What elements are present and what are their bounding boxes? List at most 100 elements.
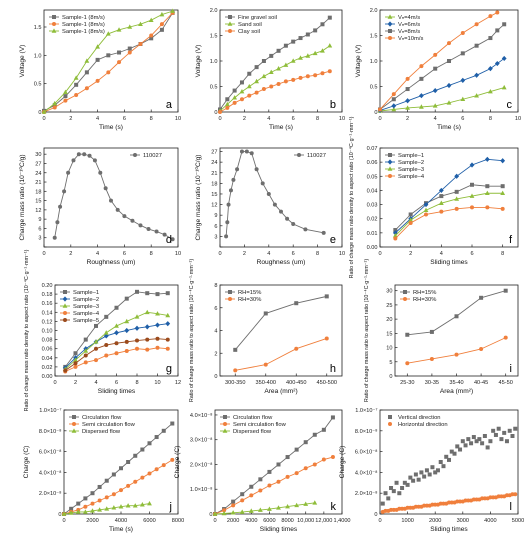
y-tick-label: 0.06 — [42, 347, 53, 353]
data-point — [225, 220, 230, 225]
legend-label: Vertical direction — [398, 415, 441, 421]
y-tick-label: 1.5 — [210, 34, 218, 40]
data-point — [83, 353, 88, 358]
data-point — [294, 447, 299, 452]
data-point — [90, 508, 95, 513]
data-point — [111, 505, 117, 510]
data-point — [73, 351, 78, 356]
y-tick-label: 8 — [214, 283, 217, 289]
data-point — [239, 509, 245, 514]
data-point — [501, 84, 507, 90]
plot-frame — [214, 409, 343, 515]
data-point — [135, 338, 139, 343]
data-point — [449, 500, 454, 505]
data-point — [313, 73, 318, 78]
series-line — [379, 58, 505, 111]
data-point — [424, 468, 429, 473]
data-point — [149, 36, 154, 41]
data-point — [303, 227, 308, 232]
data-point — [139, 502, 145, 507]
data-point — [496, 494, 501, 499]
data-point — [291, 222, 296, 227]
legend-label: RH=15% — [413, 290, 436, 296]
data-point — [438, 460, 443, 464]
data-point — [423, 201, 429, 208]
y-tick-label: 0.5 — [370, 85, 378, 91]
data-point — [225, 97, 230, 102]
x-axis-label: Roughness (um) — [257, 259, 306, 266]
y-tick-label: 1.0×10⁻⁷ — [39, 407, 61, 414]
y-tick-label: 6 — [38, 226, 41, 232]
data-point — [249, 151, 254, 156]
y-tick-label: 4.0×10⁻⁸ — [355, 469, 378, 476]
data-point — [496, 426, 501, 431]
panel-a: 0 0.5 1.0 1.5 0 2 4 6 8 10 Time (s) Voltage (V) Samp… — [19, 8, 181, 131]
series-line — [54, 153, 173, 240]
series-line — [407, 337, 506, 364]
data-point — [61, 511, 67, 516]
data-point — [312, 500, 318, 505]
data-point — [405, 361, 410, 366]
data-point — [391, 106, 397, 112]
y-tick-label: 27 — [211, 150, 217, 156]
data-point — [276, 66, 281, 71]
y-tick-label: 0 — [214, 374, 217, 380]
data-point — [433, 470, 438, 475]
data-point — [103, 330, 109, 335]
series-line — [379, 87, 505, 112]
data-point — [502, 430, 507, 435]
data-point — [446, 82, 452, 89]
data-point — [383, 491, 388, 496]
data-point — [104, 343, 109, 348]
data-point — [510, 492, 515, 497]
data-point — [285, 455, 290, 460]
data-point — [430, 465, 435, 470]
series-line — [63, 423, 173, 515]
panel-c: 0 0.5 1.0 1.5 2.0 0 2 4 6 8 10 Time (s) Voltage (V) V… — [355, 8, 521, 131]
data-point — [254, 90, 259, 95]
data-point — [438, 200, 444, 205]
x-tick-label: 4000 — [245, 518, 257, 524]
data-point — [485, 205, 490, 210]
y-tick-label: 2.0 — [210, 8, 218, 14]
data-point — [62, 189, 67, 194]
y-tick-label: 30 — [35, 152, 41, 158]
data-point — [504, 493, 509, 498]
legend-marker — [228, 290, 232, 294]
data-point — [321, 230, 326, 235]
panel-letter: h — [330, 363, 336, 375]
data-point — [454, 352, 459, 357]
x-axis-label: Time (s) — [99, 124, 123, 131]
data-point — [170, 457, 175, 462]
legend-marker — [223, 422, 227, 426]
data-point — [103, 333, 109, 339]
data-point — [484, 156, 490, 162]
panel-letter: e — [330, 234, 336, 246]
panel-letter: l — [510, 501, 512, 513]
data-point — [254, 78, 259, 84]
data-point — [397, 491, 402, 496]
data-point — [134, 314, 140, 319]
x-tick-label: 8 — [150, 116, 153, 122]
data-point — [95, 44, 100, 49]
data-point — [446, 100, 452, 105]
x-axis-label: Sliding times — [430, 259, 468, 266]
legend-label: RH=30% — [238, 297, 261, 303]
data-point — [441, 501, 446, 506]
x-axis-label: Area (mm²) — [264, 388, 297, 395]
data-point — [97, 498, 102, 503]
legend-label: Dispersed flow — [82, 429, 121, 435]
data-point — [424, 212, 428, 217]
data-point — [58, 204, 63, 209]
x-tick-label: 4000 — [484, 518, 496, 524]
data-point — [276, 479, 281, 484]
data-point — [266, 191, 271, 196]
data-point — [470, 182, 474, 187]
data-point — [55, 220, 60, 225]
plot-frame — [379, 409, 519, 515]
data-point — [84, 58, 90, 63]
data-point — [68, 510, 74, 515]
x-tick-label: 4 — [96, 251, 99, 257]
x-tick-label: 8 — [150, 251, 153, 257]
data-point — [447, 457, 451, 462]
